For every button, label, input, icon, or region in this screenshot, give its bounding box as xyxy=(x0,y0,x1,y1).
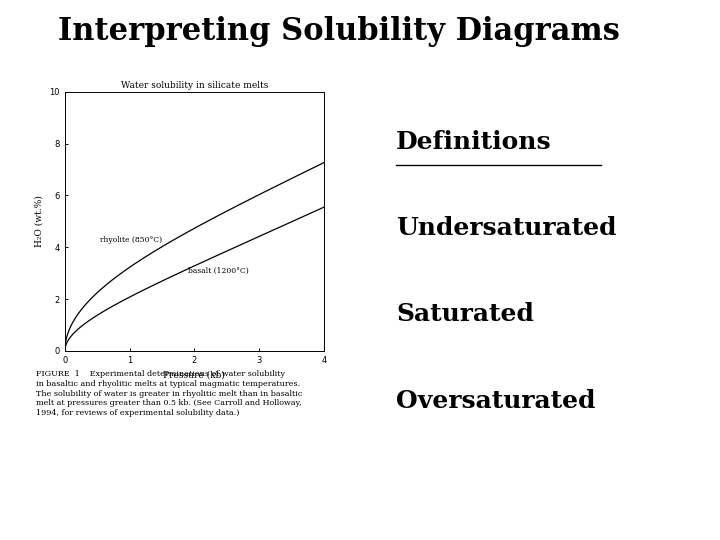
Text: Undersaturated: Undersaturated xyxy=(396,216,616,240)
Title: Water solubility in silicate melts: Water solubility in silicate melts xyxy=(121,80,268,90)
Text: Oversaturated: Oversaturated xyxy=(396,389,595,413)
Text: Interpreting Solubility Diagrams: Interpreting Solubility Diagrams xyxy=(58,16,619,47)
Text: FIGURE  1    Experimental determinations of water solubility
in basaltic and rhy: FIGURE 1 Experimental determinations of … xyxy=(36,370,302,417)
X-axis label: Pressure (kb): Pressure (kb) xyxy=(163,370,225,380)
Text: basalt (1200°C): basalt (1200°C) xyxy=(188,267,248,275)
Y-axis label: H₂O (wt.%): H₂O (wt.%) xyxy=(35,195,44,247)
Text: Definitions: Definitions xyxy=(396,130,552,153)
Text: rhyolite (850°C): rhyolite (850°C) xyxy=(101,236,163,244)
Text: Saturated: Saturated xyxy=(396,302,534,326)
